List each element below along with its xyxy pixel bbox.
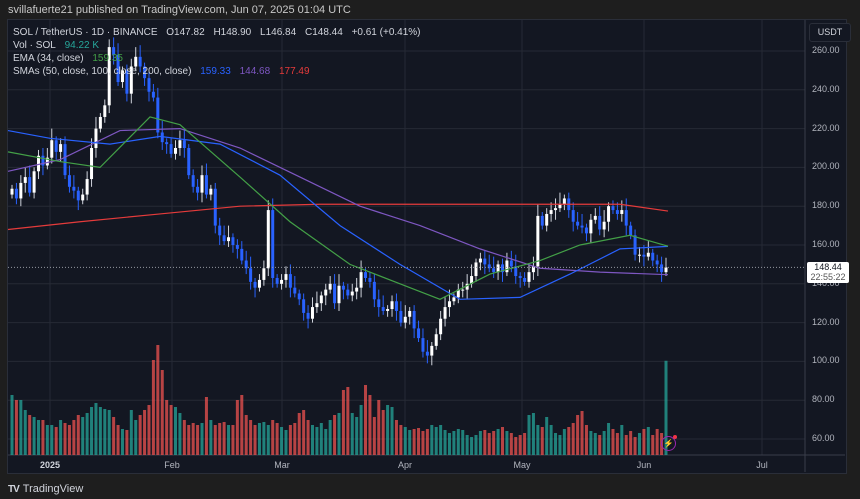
sma-label: SMAs (50, close, 100, close, 200, close) <box>13 66 192 77</box>
ohlc-open: O147.82 <box>166 27 205 38</box>
time-tick: 2025 <box>39 460 61 470</box>
price-tick: 60.00 <box>812 433 835 443</box>
time-tick: Jun <box>636 460 652 470</box>
price-tick: 80.00 <box>812 394 835 405</box>
volume-value: 94.22 K <box>64 40 100 51</box>
ohlc-close: C148.44 <box>304 27 343 38</box>
price-tick: 240.00 <box>812 83 840 94</box>
tradingview-brand: TradingView <box>22 483 84 495</box>
price-tick: 260.00 <box>812 45 840 55</box>
ema-label: EMA (34, close) <box>13 53 84 64</box>
price-tick: 120.00 <box>812 316 840 327</box>
chart-frame <box>7 19 847 474</box>
last-price-tag: 148.44 22:55:22 <box>807 262 849 283</box>
symbol-name[interactable]: SOL / TetherUS · 1D · BINANCE <box>13 27 158 38</box>
sma-legend[interactable]: SMAs (50, close, 100, close, 200, close)… <box>13 66 316 77</box>
lightning-alert-icon[interactable]: ⚡ <box>661 435 677 451</box>
volume-label: Vol · SOL <box>13 40 56 51</box>
bar-countdown: 22:55:22 <box>810 272 846 282</box>
price-tick: 180.00 <box>812 200 840 211</box>
price-tick: 220.00 <box>812 122 840 133</box>
time-tick: Jul <box>756 460 768 470</box>
volume-legend[interactable]: Vol · SOL 94.22 K <box>13 40 105 51</box>
ema-value: 159.35 <box>92 53 123 64</box>
symbol-legend: SOL / TetherUS · 1D · BINANCE O147.82 H1… <box>13 27 427 38</box>
time-tick: Feb <box>164 460 180 470</box>
last-price: 148.44 <box>814 262 842 272</box>
notification-dot <box>673 435 677 439</box>
sma100-value: 144.68 <box>239 66 271 77</box>
publisher-caption: svillafuerte21 published on TradingView.… <box>8 4 351 16</box>
time-tick: Mar <box>274 460 290 470</box>
currency-button[interactable]: USDT <box>809 23 851 42</box>
time-tick: Apr <box>397 460 413 470</box>
ohlc-change: +0.61 (+0.41%) <box>351 27 421 38</box>
sma200-value: 177.49 <box>278 66 310 77</box>
ohlc-low: L146.84 <box>260 27 297 38</box>
sma50-value: 159.33 <box>200 66 231 77</box>
price-tick: 160.00 <box>812 239 840 249</box>
ohlc-high: H148.90 <box>213 27 252 38</box>
time-tick: May <box>513 460 531 470</box>
tradingview-logo-icon: TV <box>8 483 20 495</box>
price-tick: 200.00 <box>812 161 840 172</box>
ema-legend[interactable]: EMA (34, close) 159.35 <box>13 53 129 64</box>
price-tick: 100.00 <box>812 355 840 366</box>
tradingview-footer: TV TradingView <box>8 483 83 495</box>
